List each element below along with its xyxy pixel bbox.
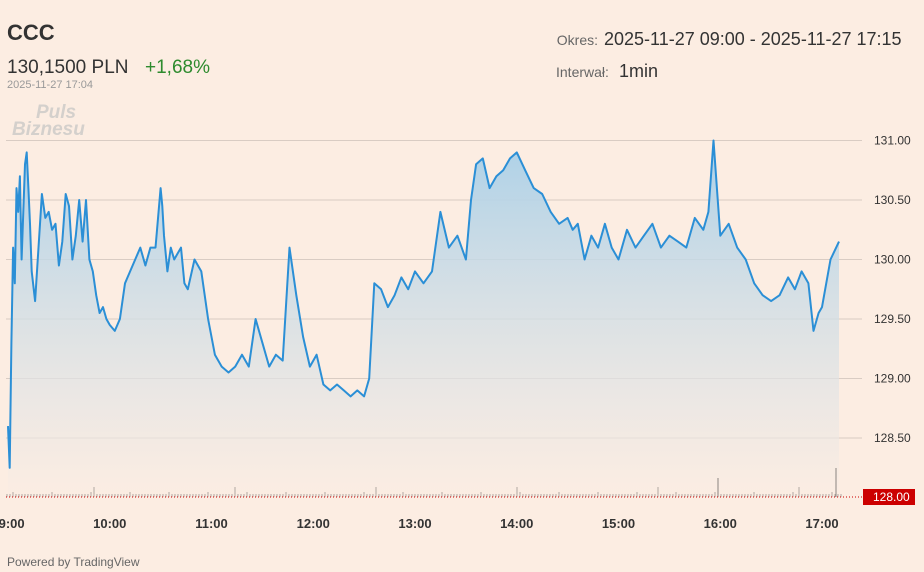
x-tick-label: 16:00 <box>704 516 737 531</box>
logo-line-2: Biznesu <box>12 119 85 140</box>
period-label: Okres: <box>556 32 598 48</box>
price-change: +1,68% <box>145 57 210 78</box>
y-tick-label: 129.00 <box>874 372 911 386</box>
price-timestamp: 2025-11-27 17:04 <box>7 79 94 91</box>
current-price: 130,1500 PLN <box>7 57 129 78</box>
x-tick-label: 09:00 <box>0 516 25 531</box>
ticker-symbol: CCC <box>7 20 55 45</box>
price-series-line <box>7 139 840 469</box>
x-tick-label: 17:00 <box>805 516 838 531</box>
reference-price-badge <box>863 489 915 505</box>
price-area-fill <box>8 140 839 497</box>
interval-value: 1min <box>619 61 659 81</box>
interval-label: Interwał: <box>556 64 609 80</box>
powered-by-tradingview[interactable]: Powered by TradingView <box>7 555 140 569</box>
logo-line-1: Puls <box>36 102 77 123</box>
y-tick-label: 128.50 <box>874 431 911 445</box>
y-tick-label: 131.00 <box>874 134 911 148</box>
x-tick-label: 10:00 <box>93 516 126 531</box>
period-value: 2025-11-27 09:00 - 2025-11-27 17:15 <box>604 29 902 49</box>
x-tick-label: 11:00 <box>195 516 228 531</box>
y-tick-label: 130.00 <box>874 253 911 267</box>
x-tick-label: 15:00 <box>602 516 635 531</box>
y-tick-label: 130.50 <box>874 193 911 207</box>
volume-bars <box>6 468 842 497</box>
x-tick-label: 13:00 <box>398 516 431 531</box>
y-tick-label: 129.50 <box>874 312 911 326</box>
x-tick-label: 14:00 <box>500 516 533 531</box>
reference-price-badge-label: 128.00 <box>873 490 910 504</box>
puls-biznesu-logo: Puls Biznesu <box>12 102 85 140</box>
x-tick-label: 12:00 <box>297 516 330 531</box>
